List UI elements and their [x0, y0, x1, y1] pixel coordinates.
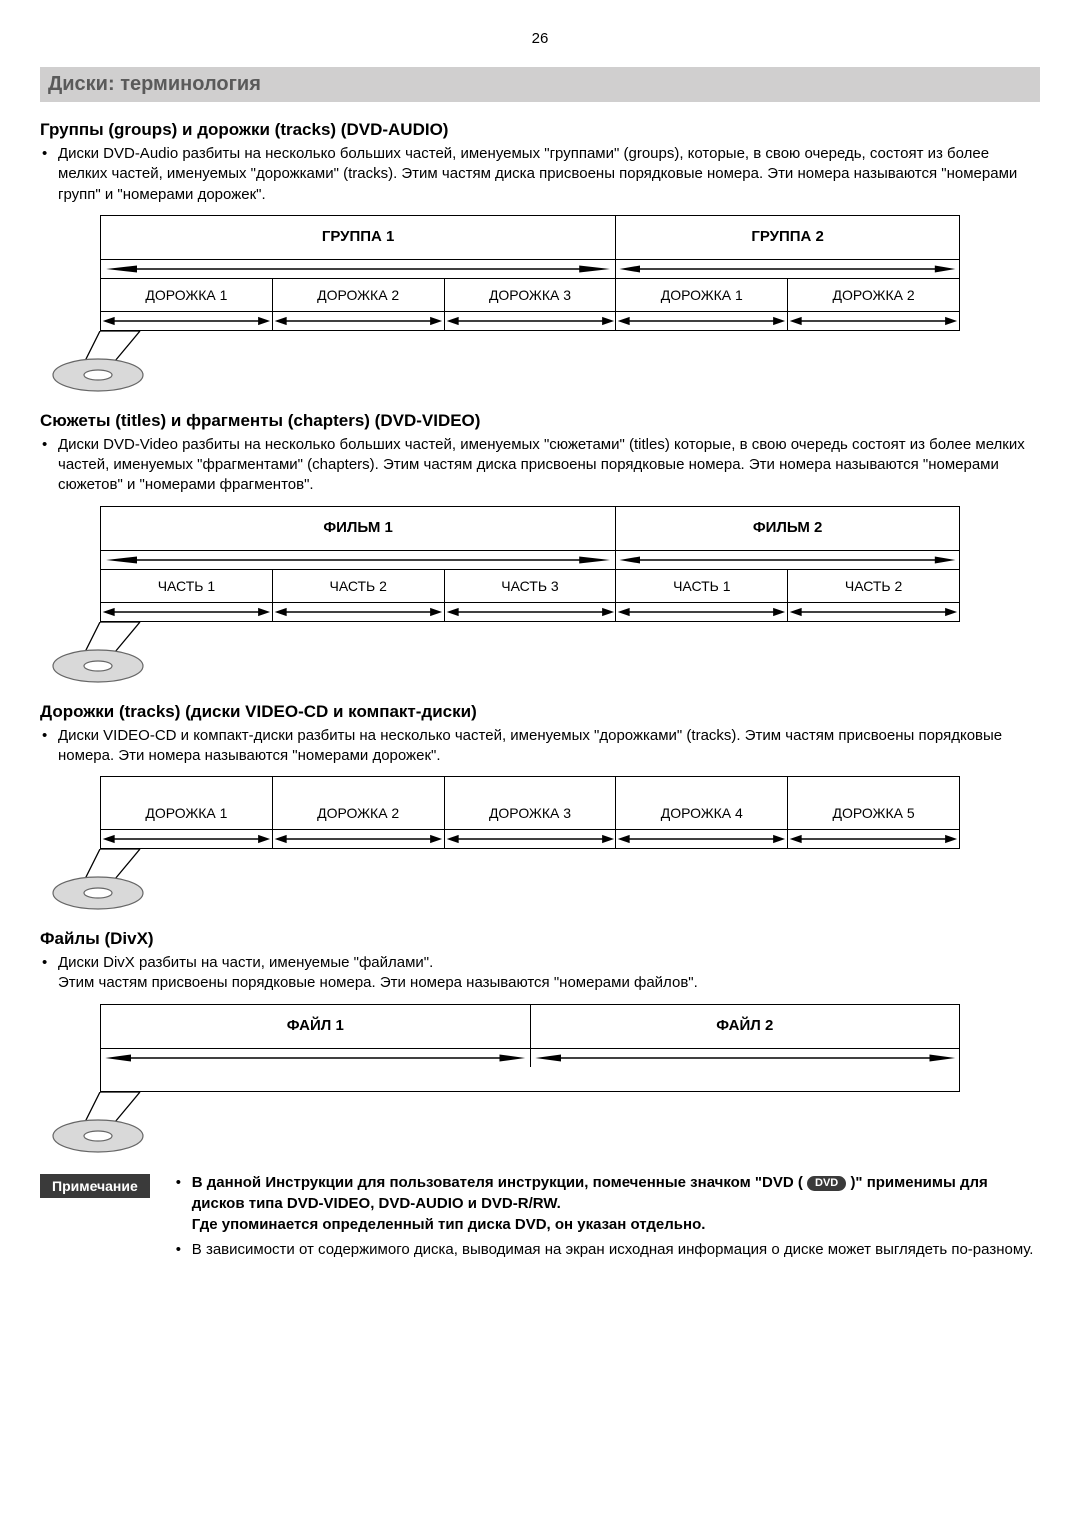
sub-head: Группы (groups) и дорожки (tracks) (DVD-… — [40, 120, 1040, 140]
track-label: ЧАСТЬ 3 — [445, 570, 617, 602]
body-text: Диски DVD-Video разбиты на несколько бол… — [40, 435, 1040, 496]
disc-icon — [40, 331, 200, 393]
disc-icon — [40, 849, 200, 911]
group-label: ФАЙЛ 2 — [531, 1005, 960, 1048]
track-label: ЧАСТЬ 2 — [273, 570, 445, 602]
track-label: ДОРОЖКА 3 — [445, 777, 617, 829]
track-label: ДОРОЖКА 1 — [101, 777, 273, 829]
track-label: ДОРОЖКА 2 — [788, 279, 959, 311]
track-label: ДОРОЖКА 1 — [616, 279, 788, 311]
group-label: ГРУППА 1 — [101, 216, 616, 259]
track-label: ДОРОЖКА 2 — [273, 279, 445, 311]
section-title: Диски: терминология — [40, 67, 1040, 102]
track-label: ДОРОЖКА 3 — [445, 279, 617, 311]
note-body: В данной Инструкции для пользователя инс… — [176, 1172, 1040, 1264]
diagram-files: ФАЙЛ 1 ФАЙЛ 2 — [100, 1004, 1040, 1154]
note-text: В данной Инструкции для пользователя инс… — [192, 1174, 803, 1191]
track-label: ЧАСТЬ 2 — [788, 570, 959, 602]
body-text: Диски DivX разбиты на части, именуемые "… — [40, 953, 1040, 973]
subsection-divx: Файлы (DivX) Диски DivX разбиты на части… — [40, 929, 1040, 1154]
sub-head: Сюжеты (titles) и фрагменты (chapters) (… — [40, 411, 1040, 431]
body-text: Диски DVD-Audio разбиты на несколько бол… — [40, 144, 1040, 205]
diagram-tracks-only: ДОРОЖКА 1 ДОРОЖКА 2 ДОРОЖКА 3 ДОРОЖКА 4 … — [100, 776, 1040, 911]
group-label: ФИЛЬМ 1 — [101, 507, 616, 550]
subsection-cd-tracks: Дорожки (tracks) (диски VIDEO-CD и компа… — [40, 702, 1040, 912]
track-label: ЧАСТЬ 1 — [616, 570, 788, 602]
note-label: Примечание — [40, 1174, 150, 1198]
track-label: ДОРОЖКА 4 — [616, 777, 788, 829]
subsection-dvd-audio: Группы (groups) и дорожки (tracks) (DVD-… — [40, 120, 1040, 393]
track-label: ДОРОЖКА 5 — [788, 777, 959, 829]
body-text: Этим частям присвоены порядковые номера.… — [40, 973, 1040, 993]
disc-icon — [40, 622, 200, 684]
track-label: ДОРОЖКА 2 — [273, 777, 445, 829]
body-text: Диски VIDEO-CD и компакт-диски разбиты н… — [40, 726, 1040, 767]
group-label: ГРУППА 2 — [616, 216, 959, 259]
subsection-dvd-video: Сюжеты (titles) и фрагменты (chapters) (… — [40, 411, 1040, 684]
note-text: В зависимости от содержимого диска, выво… — [176, 1239, 1040, 1260]
diagram-titles-chapters: ФИЛЬМ 1 ФИЛЬМ 2 ЧАСТЬ 1 ЧАСТЬ 2 ЧАСТЬ 3 … — [100, 506, 1040, 684]
track-label: ДОРОЖКА 1 — [101, 279, 273, 311]
track-label: ЧАСТЬ 1 — [101, 570, 273, 602]
note-text: Где упоминается определенный тип диска D… — [192, 1216, 706, 1233]
note-block: Примечание В данной Инструкции для польз… — [40, 1172, 1040, 1264]
sub-head: Дорожки (tracks) (диски VIDEO-CD и компа… — [40, 702, 1040, 722]
group-label: ФАЙЛ 1 — [101, 1005, 531, 1048]
sub-head: Файлы (DivX) — [40, 929, 1040, 949]
dvd-badge-icon: DVD — [807, 1176, 846, 1191]
disc-icon — [40, 1092, 200, 1154]
diagram-groups-tracks: ГРУППА 1 ГРУППА 2 ДОРОЖКА 1 ДОРОЖКА 2 ДО… — [100, 215, 1040, 393]
group-label: ФИЛЬМ 2 — [616, 507, 959, 550]
page-number: 26 — [40, 30, 1040, 47]
